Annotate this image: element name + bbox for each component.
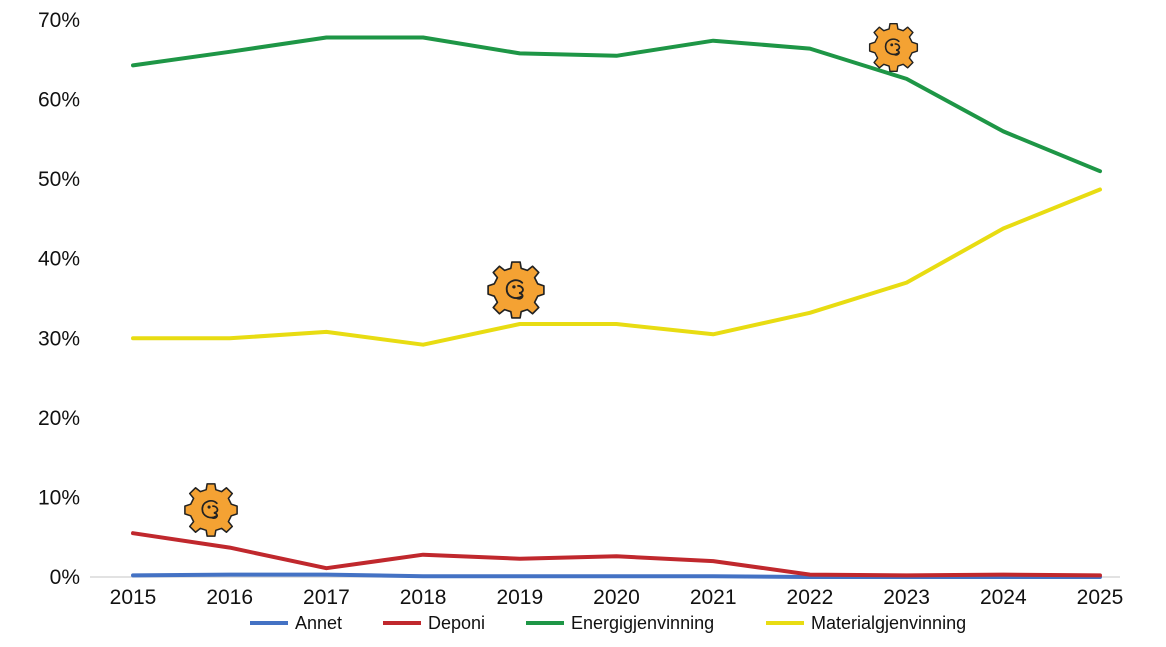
y-tick-label: 50% <box>38 168 80 191</box>
gear-face-icon <box>184 483 238 537</box>
y-tick-label: 10% <box>38 486 80 509</box>
x-tick-label: 2020 <box>593 586 640 609</box>
y-tick-label: 60% <box>38 89 80 112</box>
x-axis-ticks: 2015 2016 2017 2018 2019 2020 2021 2022 2023 2024… <box>110 586 1124 609</box>
x-tick-label: 2015 <box>110 586 157 609</box>
series-lines <box>131 35 1102 579</box>
series-line-deponi <box>131 531 1102 578</box>
series-line-energigjenvinning <box>131 35 1102 174</box>
x-tick-label: 2023 <box>883 586 930 609</box>
legend-label: Annet <box>295 613 342 633</box>
decorations <box>184 22 919 537</box>
y-tick-label: 20% <box>38 407 80 430</box>
y-tick-label: 30% <box>38 327 80 350</box>
y-tick-label: 70% <box>38 9 80 32</box>
x-tick-label: 2022 <box>787 586 834 609</box>
x-tick-label: 2025 <box>1077 586 1124 609</box>
x-tick-label: 2019 <box>496 586 543 609</box>
series-line-materialgjenvinning <box>131 187 1102 347</box>
gear-face-icon <box>487 261 545 319</box>
legend-label: Energigjenvinning <box>571 613 714 633</box>
legend-label: Deponi <box>428 613 485 633</box>
gear-face-icon <box>868 22 919 73</box>
x-tick-label: 2021 <box>690 586 737 609</box>
x-tick-label: 2018 <box>400 586 447 609</box>
x-tick-label: 2017 <box>303 586 350 609</box>
y-tick-label: 0% <box>50 566 80 589</box>
y-tick-label: 40% <box>38 248 80 271</box>
legend-label: Materialgjenvinning <box>811 613 966 633</box>
y-axis-ticks: 0% 10% 20% 30% 40% 50% 60% 70% <box>38 9 80 589</box>
legend: Annet Deponi Energigjenvinning Materialgjen… <box>250 613 966 633</box>
x-tick-label: 2016 <box>206 586 253 609</box>
x-tick-label: 2024 <box>980 586 1027 609</box>
